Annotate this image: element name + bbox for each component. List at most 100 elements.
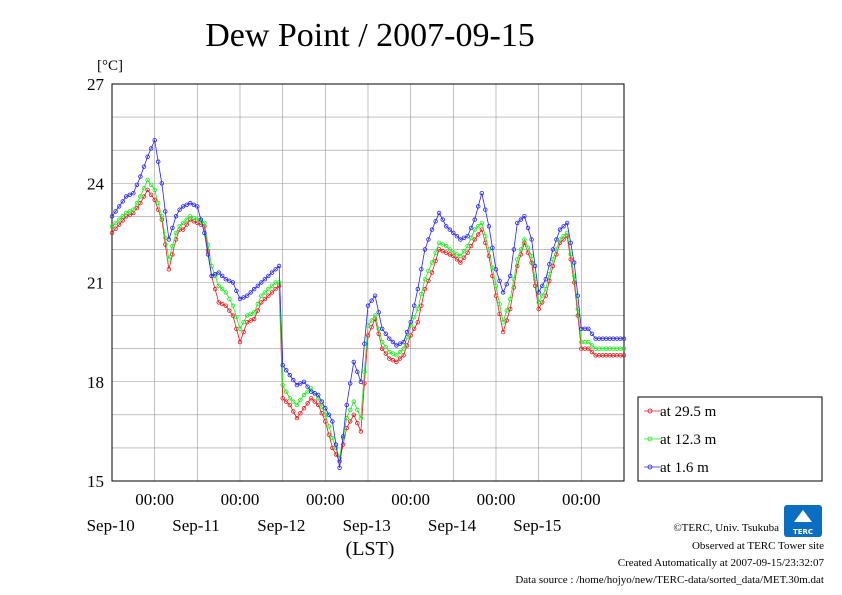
data-point — [515, 257, 520, 262]
x-day-tick-label: Sep-15 — [513, 516, 561, 535]
data-point — [568, 240, 573, 245]
data-point — [380, 346, 385, 351]
y-tick-label: 27 — [87, 75, 105, 94]
data-point — [412, 315, 417, 320]
data-point — [522, 237, 527, 242]
data-point — [344, 402, 349, 408]
credit-observed: Observed at TERC Tower site — [692, 540, 824, 552]
data-point — [561, 233, 566, 239]
x-time-tick-label: 00:00 — [562, 490, 601, 509]
data-point — [387, 336, 392, 341]
data-point — [269, 283, 275, 288]
x-time-tick-label: 00:00 — [391, 490, 430, 509]
data-point — [589, 349, 595, 355]
data-point — [479, 190, 484, 196]
data-point — [540, 283, 545, 288]
data-point — [120, 199, 125, 204]
data-point — [490, 245, 495, 250]
data-point — [561, 224, 566, 229]
data-point — [280, 382, 285, 388]
data-point — [187, 200, 193, 206]
data-point — [532, 263, 538, 269]
data-point — [291, 399, 296, 404]
data-point — [447, 247, 452, 252]
data-point — [227, 308, 232, 313]
data-point — [365, 333, 371, 338]
data-point — [145, 154, 150, 159]
data-point — [440, 248, 445, 254]
data-point — [476, 204, 481, 209]
data-point — [543, 286, 548, 292]
data-point — [223, 303, 228, 308]
data-point — [515, 263, 520, 269]
data-point — [127, 192, 132, 197]
data-point — [589, 331, 595, 336]
legend: at 29.5 m at 12.3 m at 1.6 m — [637, 396, 823, 482]
data-point — [511, 277, 516, 282]
data-point — [433, 219, 438, 224]
data-point — [465, 233, 470, 239]
data-point — [532, 283, 538, 288]
data-point — [187, 214, 193, 219]
data-point — [262, 290, 268, 295]
data-point — [365, 303, 371, 308]
data-point — [461, 255, 467, 260]
data-point — [284, 399, 289, 404]
data-point — [412, 303, 417, 308]
data-point — [319, 411, 324, 416]
data-point — [621, 346, 627, 351]
legend-marker-icon — [647, 436, 653, 442]
data-point — [525, 225, 531, 231]
series-group — [109, 137, 627, 470]
logo-text: TERC — [793, 528, 813, 536]
data-point — [436, 240, 442, 245]
data-point — [269, 270, 275, 275]
data-point — [451, 230, 456, 236]
data-point — [326, 424, 332, 429]
data-point — [287, 402, 292, 408]
data-point — [422, 277, 428, 282]
series-line — [111, 138, 624, 468]
data-point — [390, 358, 396, 363]
data-point — [486, 224, 492, 229]
data-point — [330, 435, 335, 441]
data-point — [145, 187, 150, 193]
data-point — [170, 243, 175, 249]
data-point — [362, 341, 367, 346]
data-point — [397, 341, 403, 346]
data-point — [479, 220, 484, 226]
data-point — [518, 217, 524, 222]
data-point — [184, 222, 189, 227]
legend-marker-icon — [647, 464, 653, 470]
data-point — [408, 320, 413, 325]
data-point — [287, 396, 292, 401]
data-point — [454, 233, 460, 239]
data-point — [497, 301, 502, 307]
x-day-tick-label: Sep-11 — [172, 516, 220, 535]
data-point — [166, 267, 172, 272]
data-point — [383, 331, 388, 336]
data-point — [330, 419, 335, 424]
data-point — [145, 177, 150, 183]
data-point — [337, 465, 342, 470]
data-point — [316, 392, 321, 398]
data-point — [308, 396, 314, 401]
terc-logo: TERC — [784, 505, 822, 537]
data-point — [422, 247, 428, 252]
data-point — [219, 286, 225, 292]
data-point — [159, 181, 164, 186]
data-point — [227, 296, 232, 302]
data-point — [298, 381, 303, 386]
data-point — [550, 257, 556, 262]
data-point — [259, 280, 264, 285]
data-point — [230, 303, 236, 308]
data-point — [173, 230, 179, 236]
data-point — [483, 233, 488, 239]
data-point — [504, 308, 509, 313]
data-point — [543, 277, 548, 282]
data-point — [301, 392, 307, 398]
data-point — [429, 260, 435, 265]
data-point — [294, 382, 300, 388]
data-point — [284, 368, 289, 373]
